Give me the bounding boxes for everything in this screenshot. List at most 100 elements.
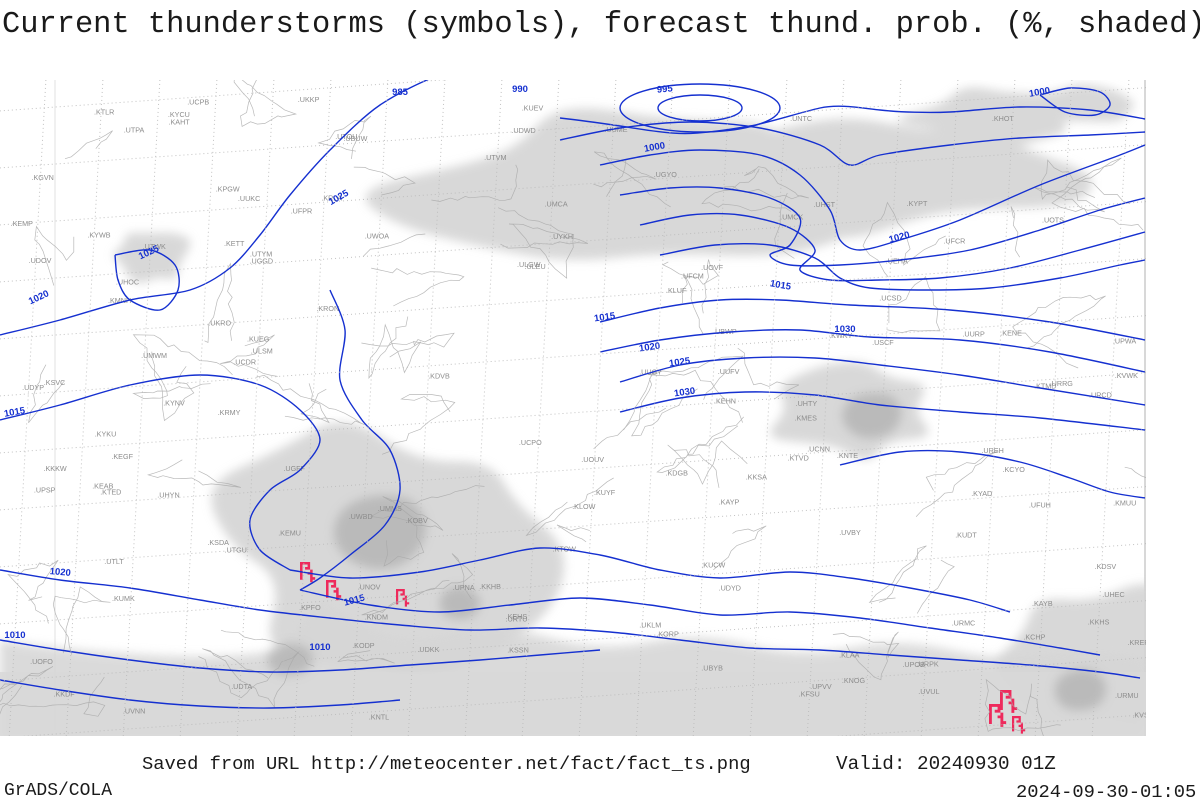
svg-text:.KPGW: .KPGW — [216, 184, 240, 193]
svg-text:.UURP: .UURP — [962, 330, 985, 339]
svg-text:.UCSD: .UCSD — [879, 294, 901, 303]
svg-text:.KEGF: .KEGF — [111, 452, 133, 461]
svg-text:.UDTA: .UDTA — [231, 682, 252, 691]
svg-text:.KPFO: .KPFO — [299, 603, 321, 612]
svg-text:.UYKH: .UYKH — [551, 232, 573, 241]
svg-text:.UOUV: .UOUV — [581, 455, 604, 464]
svg-text:.UBUW: .UBUW — [343, 134, 367, 143]
svg-text:.ULSM: .ULSM — [251, 347, 273, 356]
svg-text:.UOFO: .UOFO — [30, 657, 53, 666]
svg-text:.KYKU: .KYKU — [95, 429, 117, 438]
svg-text:.KVWK: .KVWK — [1115, 371, 1138, 380]
svg-text:.UOVF: .UOVF — [701, 263, 724, 272]
svg-text:.KMES: .KMES — [795, 413, 818, 422]
svg-text:.KENE: .KENE — [1000, 328, 1022, 337]
svg-text:.KRON: .KRON — [316, 304, 339, 313]
svg-text:.UTYM: .UTYM — [250, 249, 272, 258]
svg-text:.UNOV: .UNOV — [358, 583, 381, 592]
svg-text:1015: 1015 — [3, 405, 26, 420]
svg-text:.KKHB: .KKHB — [479, 582, 501, 591]
svg-text:.UTPA: .UTPA — [124, 125, 145, 134]
svg-text:.KYNV: .KYNV — [163, 398, 185, 407]
svg-text:.KCYO: .KCYO — [1003, 465, 1026, 474]
svg-text:.UWOA: .UWOA — [365, 232, 390, 241]
svg-text:1020: 1020 — [49, 566, 71, 579]
svg-text:.KFSU: .KFSU — [799, 690, 820, 699]
svg-text:.URPK: .URPK — [917, 659, 939, 668]
svg-text:.KUEV: .KUEV — [522, 104, 544, 113]
svg-text:.KEHS: .KEHS — [506, 612, 528, 621]
svg-text:.UUKC: .UUKC — [238, 194, 260, 203]
svg-text:.UKKP: .UKKP — [298, 95, 320, 104]
svg-text:.KMUU: .KMUU — [1113, 499, 1136, 508]
svg-text:.KEMP: .KEMP — [11, 219, 34, 228]
svg-text:.UDKK: .UDKK — [417, 645, 439, 654]
svg-text:.KDGB: .KDGB — [666, 469, 689, 478]
svg-text:.UREH: .UREH — [981, 446, 1003, 455]
svg-text:.UVNN: .UVNN — [123, 706, 145, 715]
svg-text:.UDYD: .UDYD — [719, 584, 741, 593]
svg-text:990: 990 — [512, 84, 528, 95]
svg-text:.UMMS: .UMMS — [378, 504, 402, 513]
svg-text:.UHEC: .UHEC — [1102, 590, 1124, 599]
svg-text:.UCPB: .UCPB — [187, 97, 209, 106]
svg-text:.KNTE: .KNTE — [837, 451, 858, 460]
svg-text:.KEMU: .KEMU — [278, 528, 301, 537]
svg-text:.UTLT: .UTLT — [104, 557, 124, 566]
svg-text:.KNTL: .KNTL — [369, 713, 389, 722]
svg-text:1020: 1020 — [27, 288, 51, 307]
svg-text:.KYWB: .KYWB — [87, 231, 110, 240]
svg-text:.UFPR: .UFPR — [291, 207, 313, 216]
svg-text:.UBYB: .UBYB — [701, 663, 723, 672]
svg-text:.KEHN: .KEHN — [714, 397, 736, 406]
svg-text:.KGVN: .KGVN — [32, 173, 54, 182]
svg-text:.UCDR: .UCDR — [233, 357, 256, 366]
svg-text:.UHTY: .UHTY — [796, 399, 818, 408]
svg-text:.KCHP: .KCHP — [1023, 632, 1045, 641]
svg-text:.KAYP: .KAYP — [719, 497, 740, 506]
svg-text:.UFCM: .UFCM — [681, 271, 704, 280]
svg-text:.KODP: .KODP — [352, 641, 375, 650]
svg-text:.KETT: .KETT — [224, 239, 245, 248]
svg-text:.UDOV: .UDOV — [29, 256, 52, 265]
svg-text:.UKLM: .UKLM — [639, 621, 661, 630]
svg-text:.KSSN: .KSSN — [507, 645, 529, 654]
svg-text:.KAHT: .KAHT — [169, 117, 191, 126]
svg-text:.UVUL: .UVUL — [918, 687, 939, 696]
svg-text:.UDYP: .UDYP — [22, 383, 44, 392]
svg-text:.UPVV: .UPVV — [810, 682, 832, 691]
svg-text:1015: 1015 — [769, 278, 792, 293]
svg-text:.KUYF: .KUYF — [594, 488, 616, 497]
svg-text:.KYPT: .KYPT — [907, 199, 928, 208]
svg-text:.ULGW: .ULGW — [517, 260, 541, 269]
svg-text:.KRMY: .KRMY — [218, 408, 241, 417]
svg-text:.KOBV: .KOBV — [406, 516, 428, 525]
svg-text:.UMCA: .UMCA — [545, 200, 568, 209]
svg-text:.KYAD: .KYAD — [971, 489, 992, 498]
svg-text:.KKKW: .KKKW — [44, 464, 67, 473]
svg-text:.KLUF: .KLUF — [666, 286, 687, 295]
svg-text:.KDVB: .KDVB — [428, 371, 450, 380]
svg-text:.KSVC: .KSVC — [44, 378, 66, 387]
svg-text:.KKHS: .KKHS — [1088, 618, 1110, 627]
svg-text:.KNDM: .KNDM — [365, 612, 388, 621]
svg-text:.URMC: .URMC — [952, 619, 976, 628]
svg-text:.KDSV: .KDSV — [1095, 562, 1117, 571]
svg-text:.KUDT: .KUDT — [955, 530, 977, 539]
svg-text:.UDWD: .UDWD — [511, 126, 535, 135]
svg-text:.KSDA: .KSDA — [207, 538, 229, 547]
svg-text:.KTLR: .KTLR — [94, 108, 114, 117]
svg-text:.KKSA: .KKSA — [746, 473, 767, 482]
svg-text:.UTVM: .UTVM — [484, 153, 506, 162]
svg-text:.UVBY: .UVBY — [839, 528, 861, 537]
svg-text:.UGYO: .UGYO — [654, 170, 678, 179]
svg-text:.KVSG: .KVSG — [1132, 710, 1154, 719]
svg-text:.UFCR: .UFCR — [943, 236, 965, 245]
svg-text:.UPSP: .UPSP — [34, 486, 56, 495]
svg-text:.UWBD: .UWBD — [349, 512, 373, 521]
svg-text:1015: 1015 — [593, 311, 616, 325]
svg-text:.UUFV: .UUFV — [718, 367, 740, 376]
svg-text:1010: 1010 — [309, 642, 330, 653]
svg-text:.KTED: .KTED — [100, 488, 121, 497]
svg-text:.URMU: .URMU — [1115, 691, 1139, 700]
